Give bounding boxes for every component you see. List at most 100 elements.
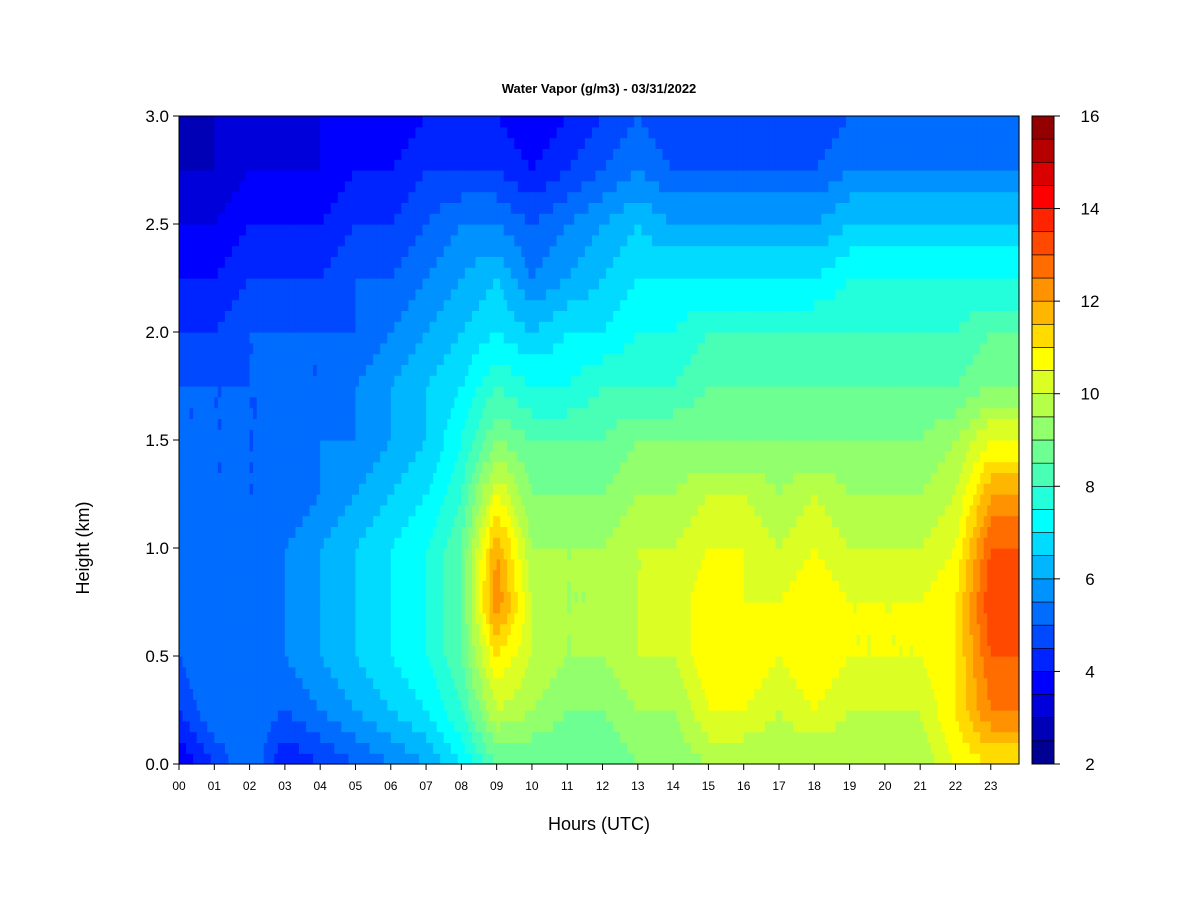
heatmap-cell — [214, 645, 219, 657]
heatmap-cell — [337, 656, 342, 668]
heatmap-cell — [524, 720, 530, 733]
heatmap-cell — [239, 558, 244, 571]
heatmap-cell — [955, 656, 960, 668]
heatmap-cell — [235, 602, 240, 614]
heatmap-cell — [966, 569, 971, 581]
heatmap-cell — [736, 537, 741, 549]
heatmap-cell — [906, 634, 911, 646]
heatmap-cell — [895, 677, 900, 689]
heatmap-cell — [637, 612, 642, 625]
heatmap-cell — [651, 558, 657, 571]
heatmap-cell — [334, 720, 339, 733]
heatmap-cell — [902, 548, 907, 560]
heatmap-cell — [528, 569, 533, 581]
heatmap-cell — [803, 602, 808, 614]
heatmap-cell — [210, 677, 215, 689]
heatmap-cell — [239, 612, 244, 625]
heatmap-cell — [330, 580, 335, 592]
heatmap-cell — [771, 753, 777, 765]
heatmap-cell — [440, 591, 445, 603]
heatmap-cell — [927, 548, 932, 560]
heatmap-cell — [524, 753, 530, 765]
heatmap-cell — [916, 612, 921, 625]
heatmap-cell — [906, 731, 911, 743]
heatmap-cell — [828, 656, 833, 668]
heatmap-cell — [666, 645, 671, 657]
heatmap-cell — [394, 666, 399, 679]
heatmap-cell — [373, 634, 378, 646]
heatmap-cell — [627, 623, 632, 635]
heatmap-cell — [313, 623, 318, 635]
heatmap-cell — [916, 558, 921, 571]
heatmap-cell — [810, 710, 815, 722]
heatmap-cell — [313, 569, 318, 581]
heatmap-cell — [920, 548, 925, 560]
heatmap-cell — [260, 634, 265, 646]
heatmap-cell — [231, 537, 237, 549]
heatmap-cell — [803, 666, 808, 679]
heatmap-cell — [507, 634, 512, 646]
heatmap-cell — [387, 677, 392, 689]
heatmap-cell — [528, 602, 533, 614]
heatmap-cell — [539, 645, 544, 657]
heatmap-cell — [743, 720, 748, 733]
heatmap-cell — [588, 612, 593, 625]
heatmap-cell — [359, 710, 364, 722]
heatmap-cell — [496, 634, 501, 646]
heatmap-cell — [524, 666, 530, 679]
heatmap-cell — [591, 612, 597, 625]
heatmap-cell — [701, 742, 706, 754]
heatmap-cell — [743, 612, 748, 625]
heatmap-cell — [934, 710, 939, 722]
heatmap-cell — [468, 720, 473, 733]
heatmap-cell — [253, 580, 258, 592]
heatmap-cell — [553, 731, 558, 743]
heatmap-cell — [768, 548, 773, 560]
heatmap-cell — [666, 656, 671, 668]
heatmap-cell — [641, 720, 646, 733]
heatmap-cell — [436, 699, 441, 711]
heatmap-cell — [295, 537, 300, 549]
heatmap-cell — [821, 742, 826, 754]
heatmap-cell — [549, 656, 554, 668]
heatmap-cell — [468, 731, 473, 743]
heatmap-cell — [613, 677, 618, 689]
heatmap-cell — [937, 612, 942, 625]
heatmap-cell — [655, 710, 660, 722]
heatmap-cell — [782, 634, 787, 646]
heatmap-cell — [673, 602, 678, 614]
heatmap-cell — [609, 720, 614, 733]
heatmap-cell — [913, 677, 918, 689]
heatmap-cell — [666, 569, 671, 581]
heatmap-cell — [489, 558, 494, 571]
heatmap-cell — [524, 558, 530, 571]
heatmap-cell — [747, 699, 752, 711]
heatmap-cell — [235, 753, 240, 765]
heatmap-cell — [800, 666, 805, 679]
heatmap-cell — [740, 677, 745, 689]
heatmap-cell — [620, 537, 625, 549]
heatmap-cell — [779, 753, 784, 765]
heatmap-cell — [673, 753, 678, 765]
heatmap-cell — [786, 699, 791, 711]
heatmap-cell — [380, 580, 385, 592]
heatmap-cell — [323, 591, 328, 603]
heatmap-cell — [426, 569, 431, 581]
heatmap-cell — [884, 602, 890, 614]
heatmap-cell — [299, 558, 304, 571]
heatmap-cell — [429, 753, 434, 765]
heatmap-cell — [560, 548, 565, 560]
heatmap-cell — [517, 699, 522, 711]
heatmap-cell — [821, 623, 826, 635]
heatmap-cell — [239, 623, 244, 635]
heatmap-cell — [902, 537, 907, 549]
heatmap-cell — [179, 688, 184, 700]
heatmap-cell — [690, 569, 695, 581]
heatmap-cell — [567, 623, 572, 635]
heatmap-cell — [524, 623, 530, 635]
heatmap-cell — [281, 753, 286, 765]
heatmap-cell — [302, 612, 307, 625]
heatmap-cell — [436, 688, 441, 700]
heatmap-cell — [803, 699, 808, 711]
heatmap-cell — [228, 731, 233, 743]
